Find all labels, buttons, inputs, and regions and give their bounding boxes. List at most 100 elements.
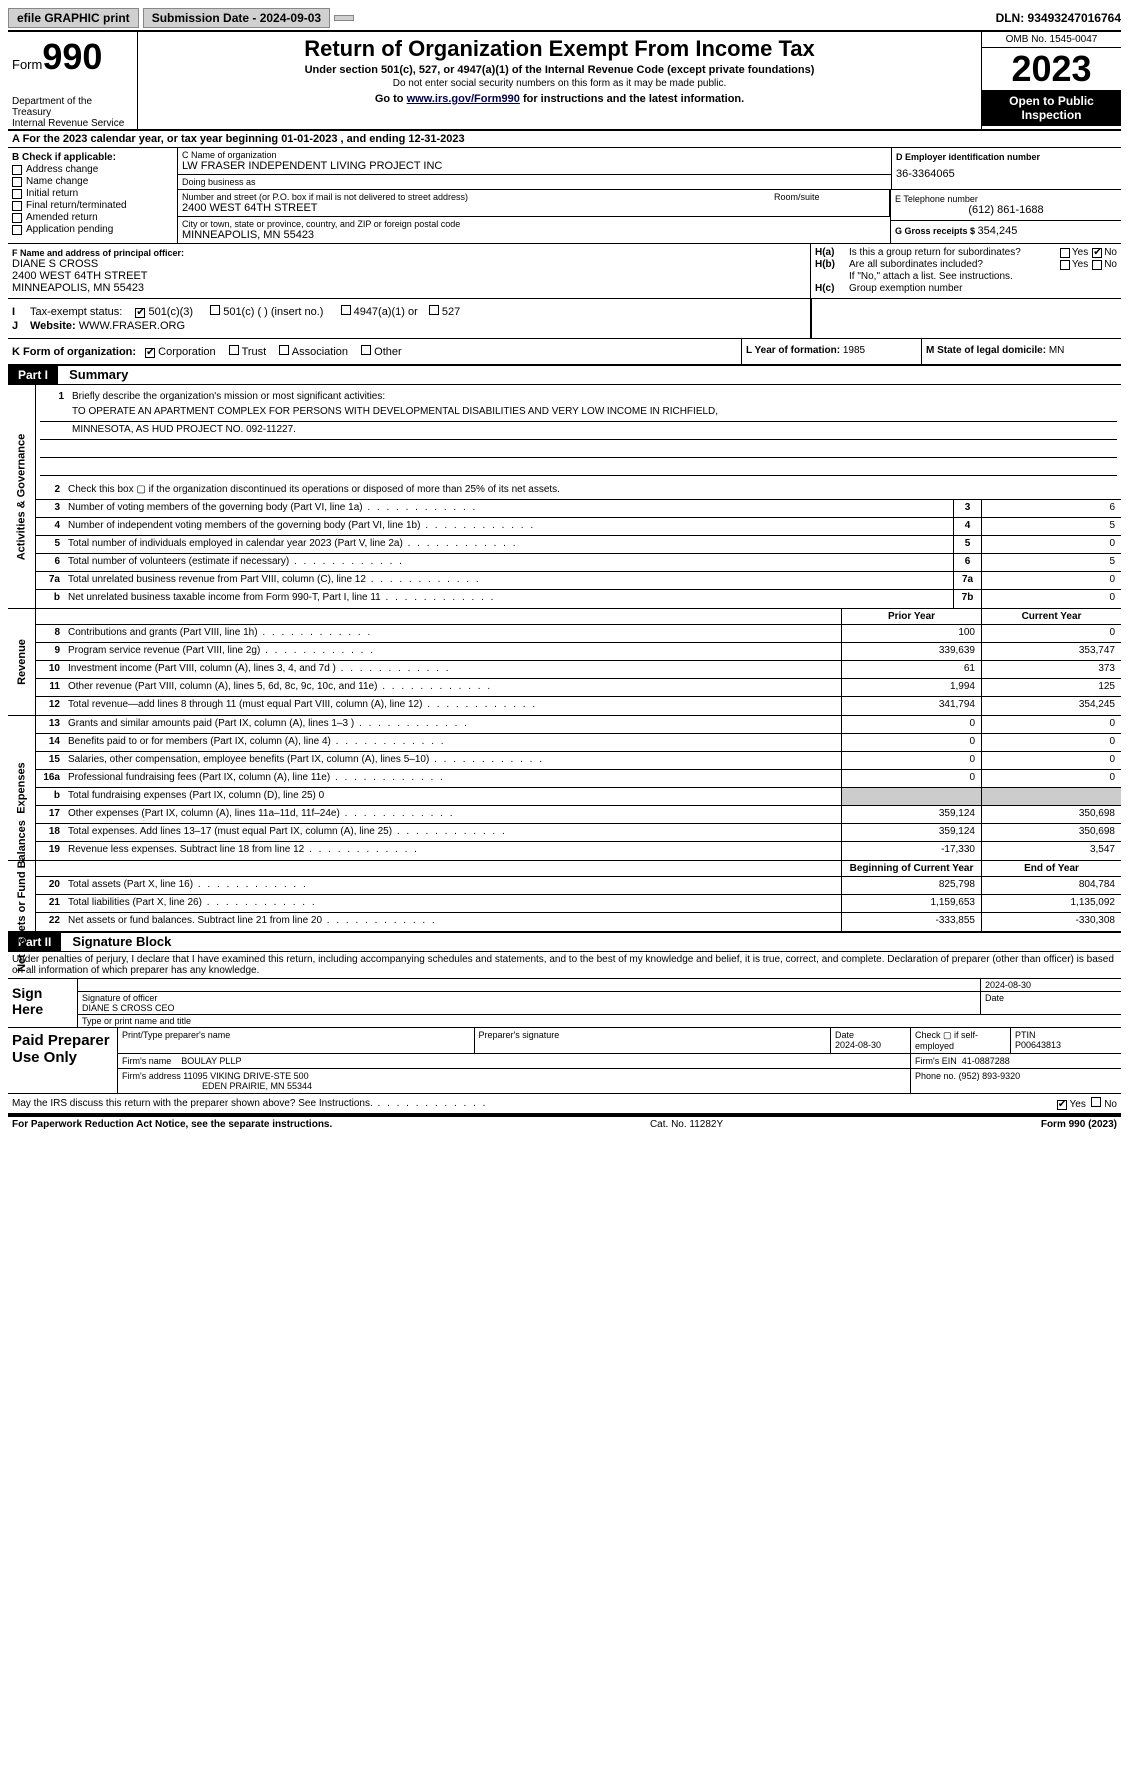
preparer-sig-label: Preparer's signature: [475, 1028, 832, 1053]
chk-trust[interactable]: [229, 345, 239, 355]
current-value: 0: [981, 770, 1121, 787]
chk-4947[interactable]: [341, 305, 351, 315]
lbl-trust: Trust: [242, 346, 267, 358]
sig-officer-label: Signature of officer: [82, 993, 157, 1003]
mission-line1: TO OPERATE AN APARTMENT COMPLEX FOR PERS…: [40, 406, 1117, 422]
chk-527[interactable]: [429, 305, 439, 315]
lbl-name-change: Name change: [26, 176, 88, 187]
prep-date: 2024-08-30: [835, 1040, 881, 1050]
declaration-text: Under penalties of perjury, I declare th…: [8, 952, 1121, 979]
line-text: Program service revenue (Part VIII, line…: [64, 643, 841, 660]
line-grey: [841, 788, 981, 805]
hb-no[interactable]: [1092, 260, 1102, 270]
line-text: Investment income (Part VIII, column (A)…: [64, 661, 841, 678]
domicile: MN: [1049, 345, 1065, 356]
gross-value: 354,245: [978, 225, 1018, 237]
line-text: Total revenue—add lines 8 through 11 (mu…: [64, 697, 841, 715]
chk-amended-return[interactable]: [12, 213, 22, 223]
line-text: Total assets (Part X, line 16): [64, 877, 841, 894]
ein-label: D Employer identification number: [896, 152, 1117, 162]
line-box: 7b: [953, 590, 981, 608]
current-value: 353,747: [981, 643, 1121, 660]
phone-label: E Telephone number: [895, 194, 1117, 204]
officer-name: DIANE S CROSS: [12, 258, 806, 270]
col-b-header: B Check if applicable:: [12, 152, 173, 163]
end-year-hdr: End of Year: [981, 861, 1121, 876]
lbl-amended-return: Amended return: [26, 212, 98, 223]
side-revenue: Revenue: [16, 639, 28, 685]
line-value: 5: [981, 518, 1121, 535]
tax-year: 2023: [982, 48, 1121, 90]
line-text: Contributions and grants (Part VIII, lin…: [64, 625, 841, 642]
chk-assoc[interactable]: [279, 345, 289, 355]
col-b-checkboxes: B Check if applicable: Address change Na…: [8, 148, 178, 243]
line-text: Total fundraising expenses (Part IX, col…: [64, 788, 841, 805]
chk-final-return[interactable]: [12, 201, 22, 211]
chk-initial-return[interactable]: [12, 189, 22, 199]
discuss-no[interactable]: [1091, 1097, 1101, 1107]
firm-addr-label: Firm's address: [122, 1071, 181, 1081]
open-inspection: Open to Public Inspection: [982, 90, 1121, 126]
yes-lbl2: Yes: [1072, 259, 1088, 270]
line-text: Total liabilities (Part X, line 26): [64, 895, 841, 912]
ptin-label: PTIN: [1015, 1030, 1036, 1040]
form-header: Form990 Department of the Treasury Inter…: [8, 32, 1121, 131]
line-box: 5: [953, 536, 981, 553]
firm-addr: 11095 VIKING DRIVE-STE 500: [183, 1071, 308, 1081]
line-num: 10: [36, 661, 64, 678]
line-num: 14: [36, 734, 64, 751]
current-value: 3,547: [981, 842, 1121, 860]
year-formation-label: L Year of formation:: [746, 345, 843, 356]
irs-link[interactable]: www.irs.gov/Form990: [407, 93, 520, 105]
chk-501c3[interactable]: [135, 308, 145, 318]
ha-yes[interactable]: [1060, 248, 1070, 258]
current-value: 0: [981, 716, 1121, 733]
current-value: 804,784: [981, 877, 1121, 894]
current-year-hdr: Current Year: [981, 609, 1121, 624]
line-value: 5: [981, 554, 1121, 571]
chk-address-change[interactable]: [12, 165, 22, 175]
topbar: efile GRAPHIC print Submission Date - 20…: [8, 8, 1121, 32]
chk-name-change[interactable]: [12, 177, 22, 187]
line-text: Total number of individuals employed in …: [64, 536, 953, 553]
chk-corp[interactable]: [145, 348, 155, 358]
dln: DLN: 93493247016764: [996, 11, 1121, 25]
efile-button[interactable]: efile GRAPHIC print: [8, 8, 139, 28]
line-num: 21: [36, 895, 64, 912]
line-text: Professional fundraising fees (Part IX, …: [64, 770, 841, 787]
line-text: Total number of volunteers (estimate if …: [64, 554, 953, 571]
current-value: 1,135,092: [981, 895, 1121, 912]
line-num: 5: [36, 536, 64, 553]
line-num: 6: [36, 554, 64, 571]
hb-yes[interactable]: [1060, 260, 1070, 270]
officer-city: MINNEAPOLIS, MN 55423: [12, 282, 806, 294]
mission-line2: MINNESOTA, AS HUD PROJECT NO. 092-11227.: [40, 424, 1117, 440]
lbl-final-return: Final return/terminated: [26, 200, 127, 211]
lbl-corp: Corporation: [158, 346, 215, 358]
chk-501c[interactable]: [210, 305, 220, 315]
current-value: 125: [981, 679, 1121, 696]
prior-value: 100: [841, 625, 981, 642]
line-text: Number of voting members of the governin…: [64, 500, 953, 517]
discuss-yes[interactable]: [1057, 1100, 1067, 1110]
blank-button: [334, 15, 354, 21]
officer-signed-name: DIANE S CROSS CEO: [82, 1003, 175, 1013]
chk-application-pending[interactable]: [12, 225, 22, 235]
line-num: 22: [36, 913, 64, 931]
city-value: MINNEAPOLIS, MN 55423: [182, 229, 886, 241]
ha-no[interactable]: [1092, 248, 1102, 258]
website-label: Website:: [30, 320, 76, 332]
line-num: 8: [36, 625, 64, 642]
prior-value: 1,159,653: [841, 895, 981, 912]
hc-tag: H(c): [815, 283, 849, 294]
firm-name-label: Firm's name: [122, 1056, 171, 1066]
line-value: 0: [981, 590, 1121, 608]
chk-other[interactable]: [361, 345, 371, 355]
row-a-tax-year: A For the 2023 calendar year, or tax yea…: [8, 131, 1121, 148]
firm-phone: (952) 893-9320: [959, 1071, 1021, 1081]
line-num: 11: [36, 679, 64, 696]
sign-date: 2024-08-30: [981, 979, 1121, 991]
side-net-assets: Net Assets or Fund Balances: [16, 820, 28, 972]
paperwork-notice: For Paperwork Reduction Act Notice, see …: [12, 1119, 332, 1130]
hb-note: If "No," attach a list. See instructions…: [849, 271, 1117, 282]
